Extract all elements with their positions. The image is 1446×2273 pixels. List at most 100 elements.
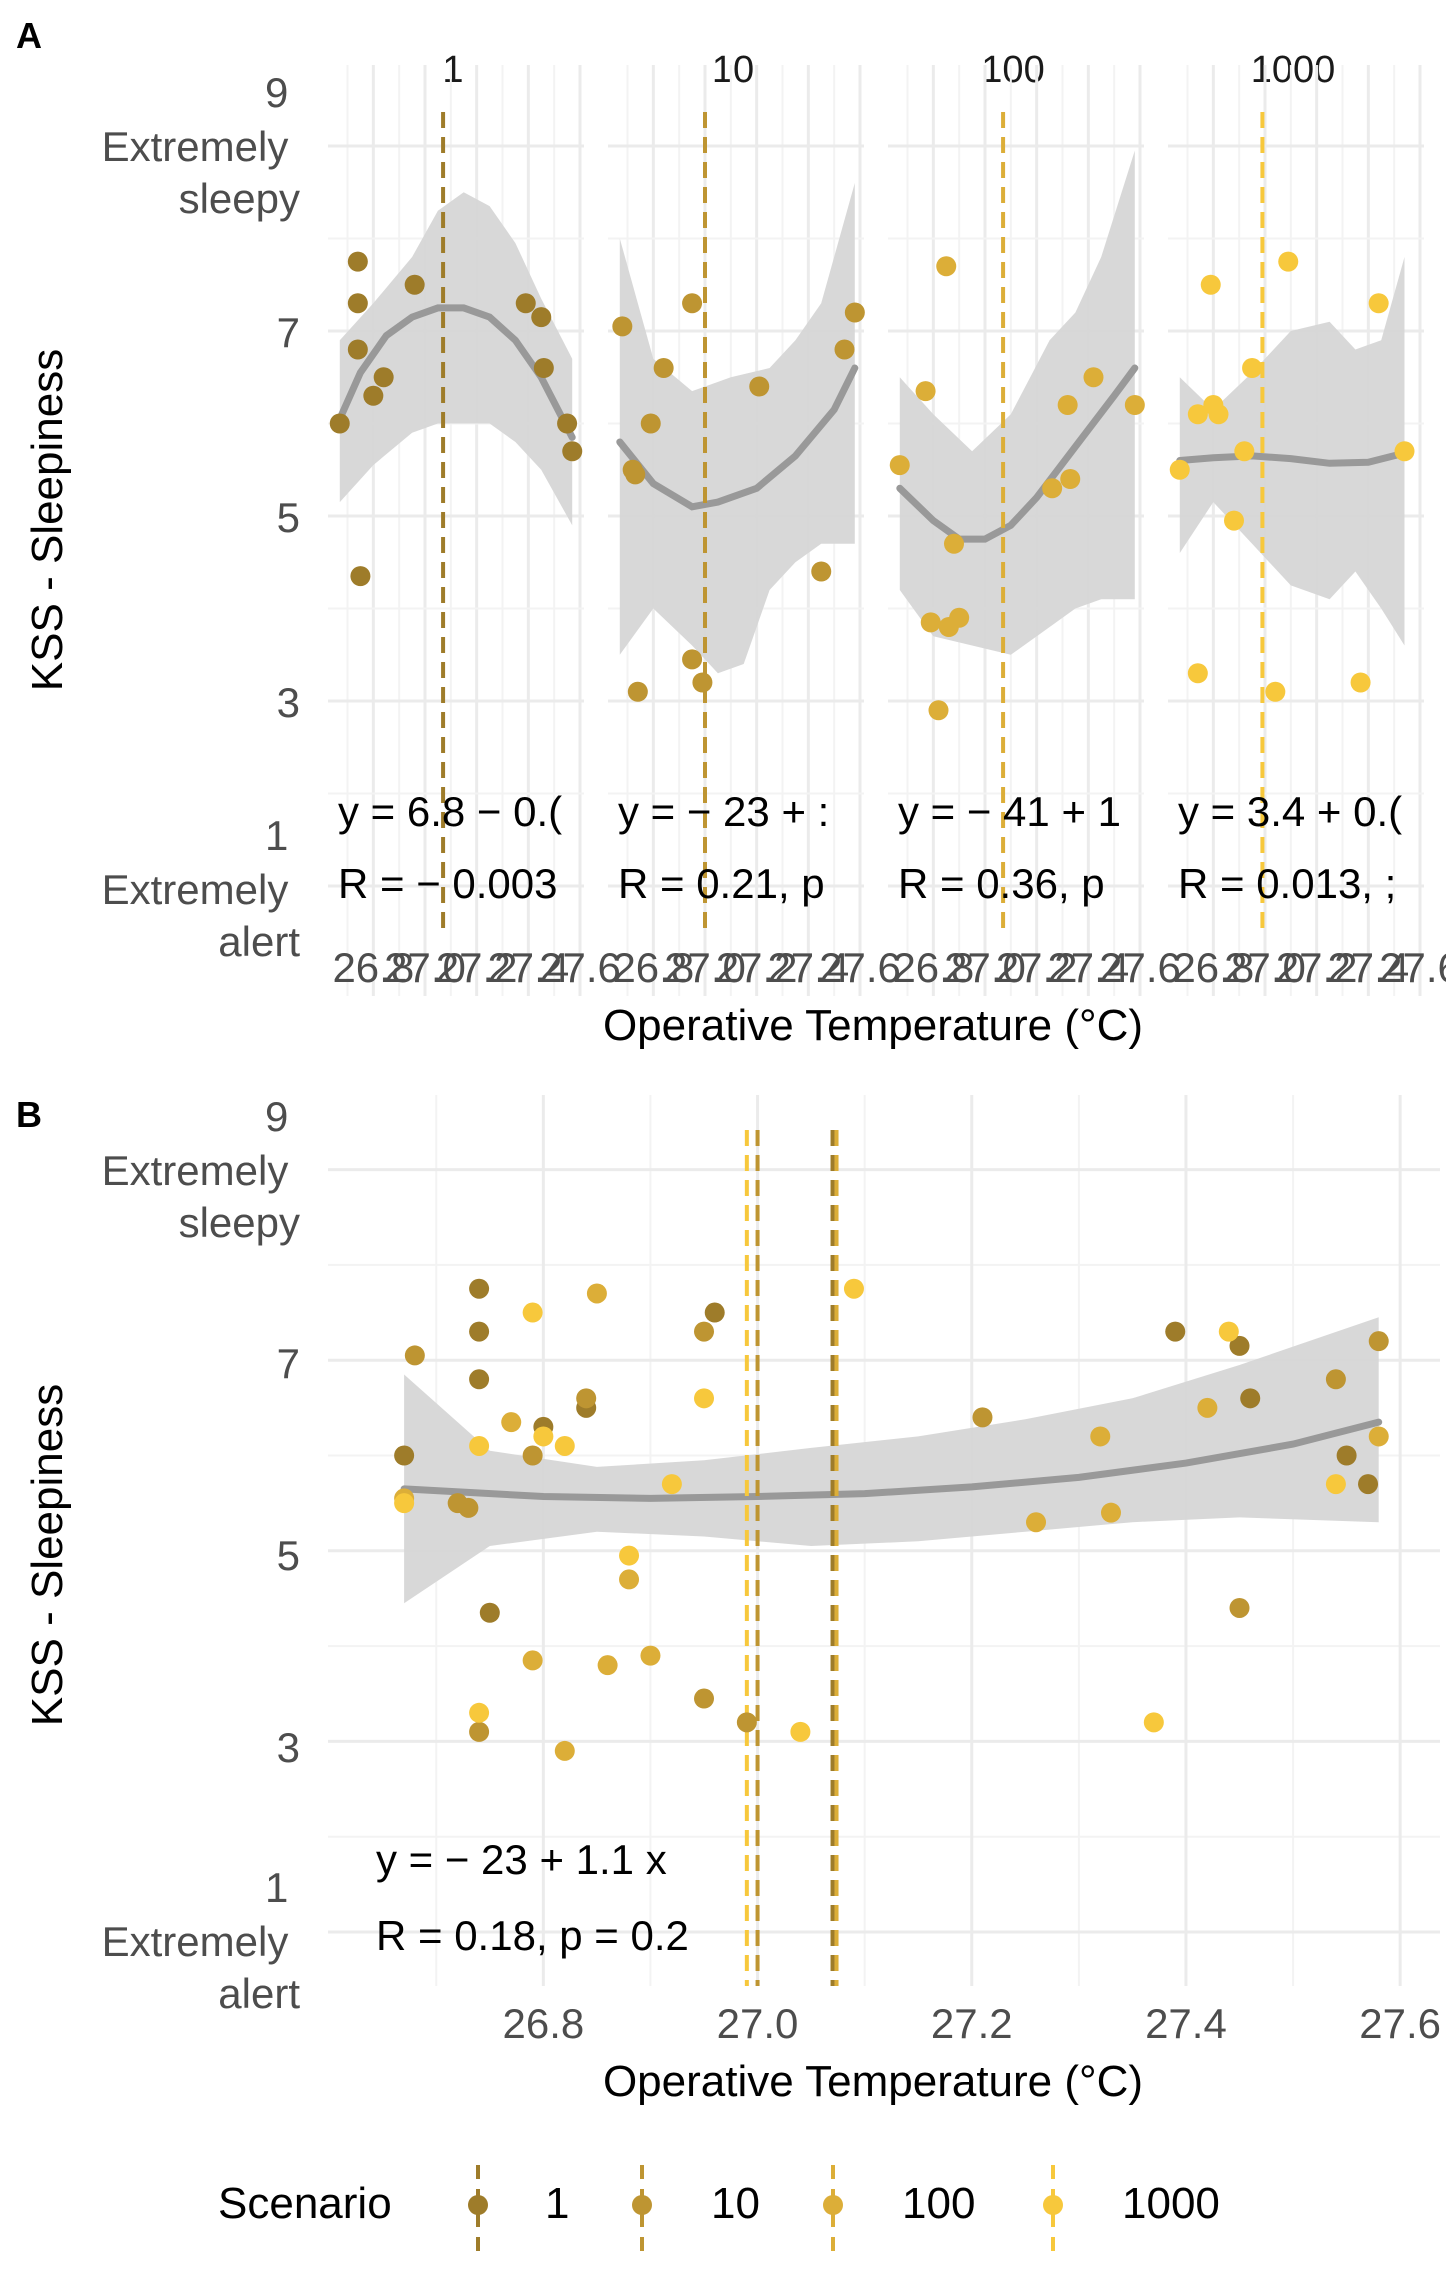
panel-b-point-100-10	[1100, 1502, 1121, 1523]
panel-b-point-10-5	[576, 1388, 597, 1409]
facet-1-stats: y = 6.8 − 0.(R = − 0.003	[338, 788, 562, 907]
facet-1000-point-8	[1242, 358, 1263, 378]
panel-b-x-tick-0: 26.8	[502, 2000, 584, 2047]
y-tick-1-a-number: 1	[265, 812, 288, 859]
facet-10-point-0	[612, 316, 633, 337]
facet-100-x-tick-1: 27.0	[944, 944, 1026, 991]
facet-10-point-11	[834, 339, 855, 360]
y-tick-9-b-line2: Extremely	[102, 1147, 289, 1194]
facet-1-point-11	[557, 413, 578, 434]
facet-panel-100: 26.827.027.227.427.6 y = − 41 + 1 R = 0.36…	[888, 65, 1181, 996]
facet-100-x-tick-2: 27.2	[996, 944, 1078, 991]
facet-10-x-tick-4: 27.6	[819, 944, 901, 991]
facet-1000-point-1	[1187, 404, 1208, 425]
facet-1-point-6	[373, 367, 394, 388]
panel-b-point-1000-5	[554, 1435, 575, 1456]
facet-100-point-7	[949, 607, 970, 628]
facet-1000-point-3	[1200, 274, 1221, 295]
x-axis-title-a: Operative Temperature (°C)	[603, 1001, 1143, 1050]
panel-b-point-1-1	[469, 1278, 490, 1299]
facet-panel-10: 26.827.027.227.427.6 y = − 23 + : R = 0.21…	[608, 65, 901, 996]
panel-b-correlation: R = 0.18, p = 0.2	[376, 1912, 689, 1959]
facet-100-point-4	[936, 256, 957, 277]
y-tick-9-b-number: 9	[265, 1093, 288, 1140]
y-tick-9-a-line3: sleepy	[179, 175, 300, 222]
facet-100-point-0	[889, 455, 910, 476]
facet-1000-x-tick-4: 27.6	[1379, 944, 1446, 991]
panel-b-point-100-7	[640, 1645, 661, 1666]
y-tick-5-a: 5	[277, 494, 300, 541]
facet-10-x-tick-2: 27.2	[716, 944, 798, 991]
facet-1000-point-9	[1265, 681, 1286, 702]
facet-strip-label-100: 100	[981, 49, 1044, 91]
facet-1000-point-7	[1234, 441, 1255, 462]
facet-1000-point-12	[1368, 293, 1389, 314]
panel-b-point-1-9	[1229, 1335, 1250, 1356]
facet-1-smooth-line	[336, 304, 576, 441]
legend-keys	[468, 2165, 1063, 2260]
panel-b-point-1000-4	[533, 1426, 554, 1447]
panel-b-point-1-11	[1336, 1445, 1357, 1466]
y-tick-9-b: 9 Extremely sleepy	[102, 1093, 300, 1246]
facet-strip-label-1000: 1000	[1251, 49, 1336, 91]
facet-100-equation: y = − 41 + 1	[898, 788, 1121, 835]
legend-key-point-100	[823, 2195, 843, 2215]
panel-b-point-1000-6	[619, 1545, 640, 1566]
panel-b-point-1-8	[1165, 1321, 1186, 1342]
facet-1-x-tick-1: 27.0	[384, 944, 466, 991]
panel-b-x-tick-1: 27.0	[717, 2000, 799, 2047]
facet-10-point-9	[749, 376, 770, 397]
facet-10-point-5	[653, 358, 674, 378]
panel-b-point-100-6	[619, 1569, 640, 1590]
panel-b-point-10-10	[1229, 1597, 1250, 1618]
panel-b-point-100-4	[586, 1283, 607, 1304]
panel-letter-a: A	[16, 15, 42, 56]
facet-10-point-6	[682, 649, 703, 670]
panel-b-plot: 26.8 27.0 27.2 27.4 27.6 y = − 23 + 1.1 x R = …	[328, 1095, 1441, 2047]
facet-10-point-2	[625, 464, 646, 485]
facet-10-confidence-ribbon	[619, 183, 855, 674]
legend: Scenario 1 10 100 1000	[218, 2165, 1220, 2260]
facet-panel-1000: 26.827.027.227.427.6 y = 3.4 + 0.(R = 0.0…	[1168, 65, 1446, 996]
facet-100-point-11	[1083, 367, 1104, 388]
facet-10-point-3	[627, 681, 648, 702]
legend-label-100: 100	[902, 2179, 975, 2228]
panel-b-point-10-12	[1368, 1331, 1389, 1352]
facet-1-confidence-ribbon	[339, 192, 573, 526]
facet-100-point-9	[1057, 395, 1078, 415]
panel-b-point-1000-7	[661, 1474, 682, 1495]
facet-100-stats: y = − 41 + 1 R = 0.36, p	[898, 788, 1121, 907]
facet-10-correlation: R = 0.21, p	[618, 860, 825, 907]
panel-b-point-10-3	[469, 1721, 490, 1742]
panel-b-x-tick-3: 27.4	[1145, 2000, 1227, 2047]
panel-b-point-1000-10	[843, 1278, 864, 1299]
facet-1000-point-13	[1394, 441, 1415, 462]
facet-1-x-tick-2: 27.2	[436, 944, 518, 991]
x-axis-title-b: Operative Temperature (°C)	[603, 2057, 1143, 2106]
panel-letter-b: B	[16, 1094, 42, 1135]
facet-1000-x-tick-3: 27.4	[1327, 944, 1409, 991]
facet-10-x-tick-0: 26.8	[612, 944, 694, 991]
facet-1000-point-11	[1350, 672, 1371, 693]
facet-1-point-1	[347, 251, 368, 272]
facet-10-x-tick-3: 27.4	[767, 944, 849, 991]
facet-1000-point-2	[1187, 663, 1208, 684]
facet-1-x-tick-3: 27.4	[487, 944, 569, 991]
y-tick-3-b: 3	[277, 1724, 300, 1771]
y-tick-9-a: 9 Extremely sleepy	[102, 69, 300, 222]
panel-b-point-10-2	[458, 1497, 479, 1518]
facet-1-point-8	[515, 293, 536, 314]
panel-b-point-100-1	[501, 1412, 522, 1433]
panel-b-point-10-8	[736, 1712, 757, 1733]
panel-b-point-1-4	[479, 1602, 500, 1623]
panel-b-point-100-2	[522, 1650, 543, 1671]
facet-10-point-10	[811, 561, 832, 582]
facet-10-point-8	[692, 672, 713, 693]
facet-10-x-tick-1: 27.0	[664, 944, 746, 991]
y-tick-9-b-line3: sleepy	[179, 1199, 300, 1246]
facet-1000-equation: y = 3.4 + 0.(	[1178, 788, 1402, 835]
facet-strip-label-10: 10	[712, 49, 754, 91]
facet-100-point-8	[1042, 478, 1063, 499]
panel-b-point-1-3	[469, 1369, 490, 1390]
